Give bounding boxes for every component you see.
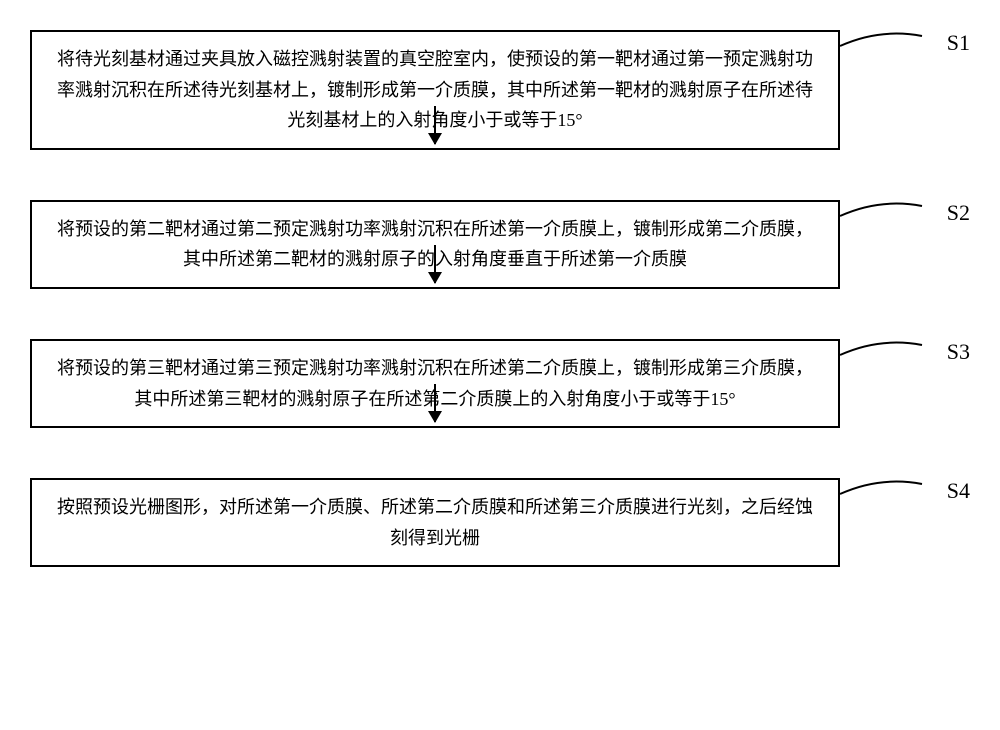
arrow-s1-s2 — [30, 100, 840, 150]
arrow-s2-s3 — [30, 239, 840, 289]
step-label-s2: S2 — [947, 200, 970, 226]
arrow-s3-s4 — [30, 378, 840, 428]
step-label-s1: S1 — [947, 30, 970, 56]
step-label-s4: S4 — [947, 478, 970, 504]
step-box-s4: 按照预设光栅图形，对所述第一介质膜、所述第二介质膜和所述第三介质膜进行光刻，之后… — [30, 478, 840, 567]
step-s4: S4 按照预设光栅图形，对所述第一介质膜、所述第二介质膜和所述第三介质膜进行光刻… — [30, 478, 970, 567]
step-label-s3: S3 — [947, 339, 970, 365]
flowchart-container: S1 将待光刻基材通过夹具放入磁控溅射装置的真空腔室内，使预设的第一靶材通过第一… — [30, 30, 970, 567]
